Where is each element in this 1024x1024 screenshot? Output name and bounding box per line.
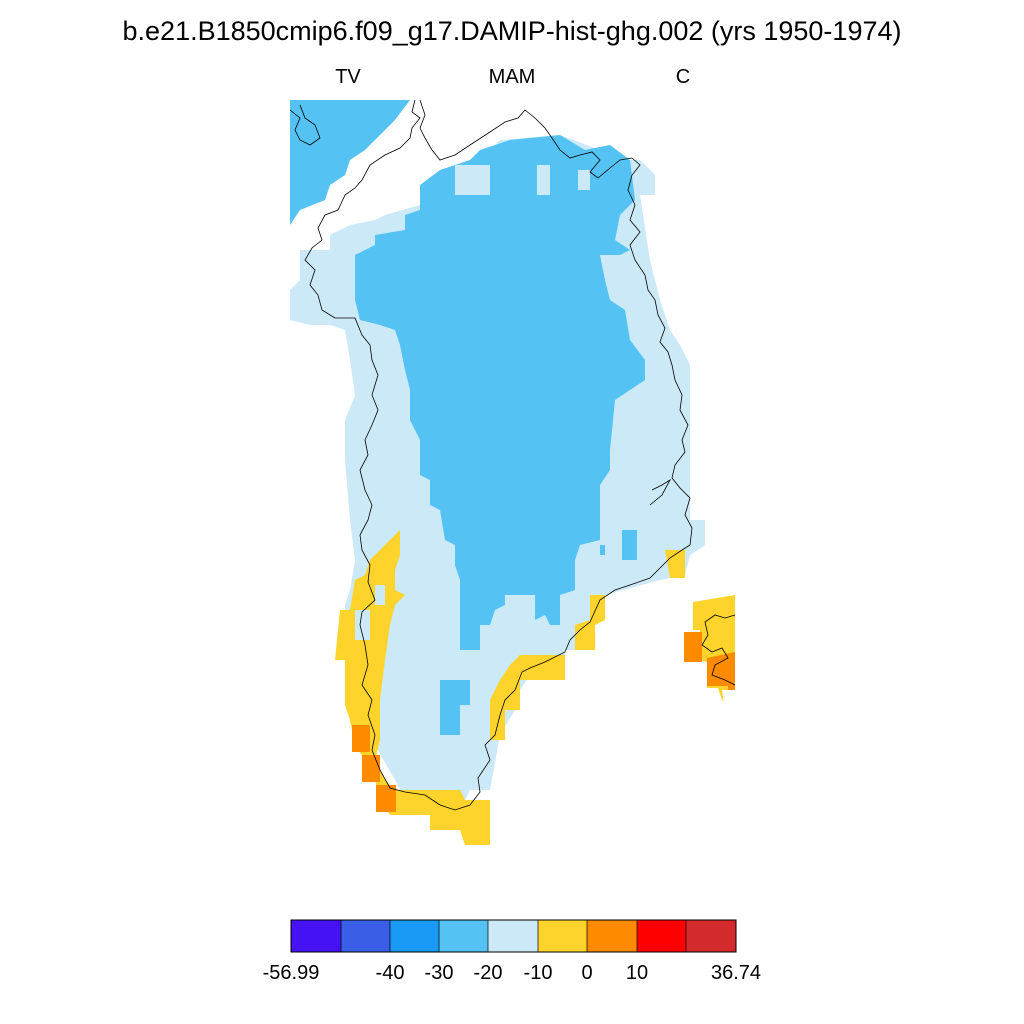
channel-north-1 [380,110,412,155]
patch-light-north-3 [578,170,590,190]
cell-orange-island-2 [707,652,735,690]
cell-orange-sw-3 [376,785,396,812]
colorbar-bin [637,920,686,952]
coastline-island [701,614,736,686]
colorbar-tick-label: -56.99 [262,962,320,984]
patch-white-island [722,690,735,708]
patch-light-north-2 [537,165,550,195]
colorbar-bin [488,920,538,952]
coastline-east-inlet [649,478,672,506]
patch-mid-east-1 [622,530,637,560]
colorbar-tick-label: -10 [523,962,553,984]
colorbar-tick-label: 36.74 [710,962,762,984]
coastline-main [304,99,693,811]
patch-light-sw-1 [355,610,370,640]
plot-title: b.e21.B1850cmip6.f09_g17.DAMIP-hist-ghg.… [122,16,902,46]
colorbar-tick-label: -40 [375,962,405,984]
colorbar-tick-label: 0 [581,962,593,984]
field-yellow-east-2 [665,550,685,578]
colorbar-bin [538,920,587,952]
colorbar-bin [390,920,439,952]
subtitle-right: C [675,66,691,88]
colorbar-bin [341,920,390,952]
colorbar-tick-label: 10 [625,962,649,984]
patch-mid-south [440,680,470,735]
colorbar-bin [291,920,341,952]
field-mid-blue-northwest [290,100,410,225]
cell-orange-sw-2 [362,755,380,782]
field-yellow-southeast [490,655,565,740]
patch-light-sw-2 [375,585,385,605]
subtitle-center: MAM [488,66,536,88]
patch-light-north-1 [455,165,490,195]
field-mid-blue [355,135,645,650]
coastline-northwest [289,104,321,146]
colorbar-bin [686,920,736,952]
cell-orange-island-1 [684,632,702,662]
colorbar-bin [587,920,637,952]
colorbar-bin [439,920,488,952]
colorbar-tick-label: -30 [424,962,454,984]
cell-orange-sw-1 [352,725,370,752]
colorbar [290,919,737,953]
patch-mid-east-2 [600,545,605,555]
subtitle-left: TV [335,66,361,88]
colorbar-tick-label: -20 [473,962,503,984]
colorbar-outline [290,919,737,953]
channel-north-2 [345,155,375,190]
